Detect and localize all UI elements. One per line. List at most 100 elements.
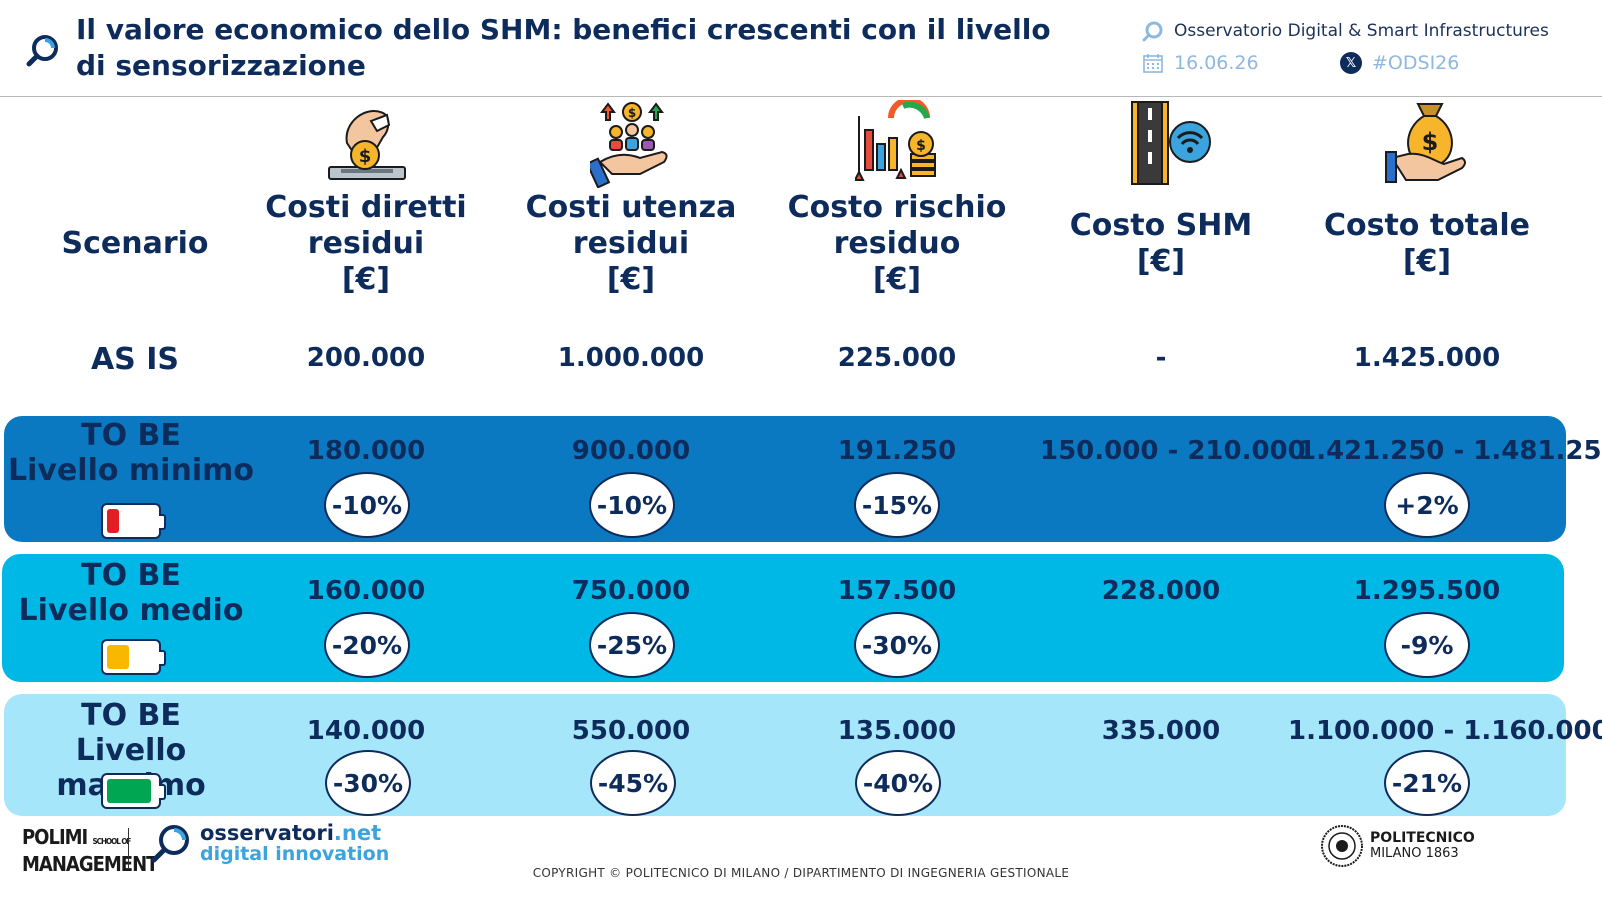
row-band-medium bbox=[2, 554, 1564, 682]
med-user-costs: 750.000 bbox=[571, 576, 691, 606]
direct-costs-header: Costi diretti residui [€] bbox=[246, 190, 486, 298]
pct-badge: -15% bbox=[854, 472, 940, 538]
politecnico-logo: POLITECNICO MILANO 1863 bbox=[1320, 824, 1475, 868]
min-total-cost: 1.421.250 - 1.481.250 bbox=[1298, 436, 1602, 466]
polimi-logo: POLIMI SCHOOL OF MANAGEMENT bbox=[22, 825, 158, 876]
politecnico-name: POLITECNICO bbox=[1370, 830, 1475, 846]
osservatori-magnifier-icon bbox=[151, 825, 189, 863]
min-direct-costs: 180.000 bbox=[306, 436, 426, 466]
header-line: residui bbox=[307, 226, 425, 261]
scenario-line: TO BE bbox=[81, 558, 181, 593]
hand-coin-icon: $ bbox=[328, 110, 406, 180]
pct-badge: -30% bbox=[854, 612, 940, 678]
min-shm-cost: 150.000 - 210.000 bbox=[1040, 436, 1306, 466]
hand-people-money-icon: $ bbox=[590, 102, 668, 188]
polimi-school-text: SCHOOL OF bbox=[92, 837, 132, 846]
max-total-cost: 1.100.000 - 1.160.000 bbox=[1288, 716, 1602, 746]
max-risk-cost: 135.000 bbox=[837, 716, 957, 746]
row-band-maximum bbox=[4, 694, 1566, 816]
med-shm-cost: 228.000 bbox=[1101, 576, 1221, 606]
pct-badge: -21% bbox=[1384, 750, 1470, 816]
max-user-costs: 550.000 bbox=[571, 716, 691, 746]
osservatori-logo: osservatori.net digital innovation bbox=[150, 822, 389, 864]
as-is-risk-cost: 225.000 bbox=[837, 343, 957, 373]
max-shm-cost: 335.000 bbox=[1101, 716, 1221, 746]
total-cost-header: Costo totale [€] bbox=[1306, 208, 1548, 280]
header-line: residui bbox=[572, 226, 690, 261]
polimi-text: POLIMI bbox=[22, 825, 88, 849]
x-logo-icon: 𝕏 bbox=[1340, 52, 1362, 74]
svg-text:$: $ bbox=[628, 106, 636, 120]
hashtag: 𝕏 #ODSI26 bbox=[1340, 52, 1459, 74]
svg-text:$: $ bbox=[916, 138, 926, 154]
header-line: [€] bbox=[606, 262, 656, 297]
header-line: Costo totale bbox=[1323, 208, 1531, 243]
copyright-notice: COPYRIGHT © POLITECNICO DI MILANO / DIPA… bbox=[532, 866, 1070, 880]
med-risk-cost: 157.500 bbox=[837, 576, 957, 606]
battery-full-icon bbox=[101, 773, 166, 809]
scenario-line: TO BE bbox=[81, 698, 181, 733]
event-date: 16.06.26 bbox=[1142, 52, 1259, 74]
money-bag-hand-icon: $ bbox=[1385, 103, 1466, 183]
header-line: Costo SHM bbox=[1069, 208, 1253, 243]
pct-badge: -20% bbox=[324, 612, 410, 678]
max-direct-costs: 140.000 bbox=[306, 716, 426, 746]
min-risk-cost: 191.250 bbox=[837, 436, 957, 466]
battery-low-icon bbox=[101, 503, 166, 539]
pct-badge: -30% bbox=[325, 750, 411, 816]
header-line: Costi utenza bbox=[525, 190, 737, 225]
magnifier-small-icon bbox=[1142, 21, 1163, 42]
header-line: [€] bbox=[872, 262, 922, 297]
scenario-line: TO BE bbox=[81, 418, 181, 453]
chart-risk-icon: $ bbox=[855, 100, 936, 181]
svg-text:$: $ bbox=[1422, 128, 1439, 156]
scenario-as-is: AS IS bbox=[90, 342, 180, 377]
header-line: residuo bbox=[833, 226, 961, 261]
scenario-minimum: TO BE Livello minimo bbox=[6, 418, 256, 488]
date-text: 16.06.26 bbox=[1174, 52, 1259, 74]
as-is-direct-costs: 200.000 bbox=[306, 343, 426, 373]
hashtag-text: #ODSI26 bbox=[1372, 52, 1460, 74]
med-total-cost: 1.295.500 bbox=[1353, 576, 1501, 606]
polimi-management-text: MANAGEMENT bbox=[22, 852, 158, 876]
scenario-header: Scenario bbox=[61, 226, 209, 261]
med-direct-costs: 160.000 bbox=[306, 576, 426, 606]
shm-cost-header: Costo SHM [€] bbox=[1040, 208, 1282, 280]
row-band-minimum bbox=[4, 416, 1566, 542]
user-costs-header: Costi utenza residui [€] bbox=[510, 190, 752, 298]
pct-badge: +2% bbox=[1384, 472, 1470, 538]
magnifier-logo-icon bbox=[26, 35, 58, 67]
header-line: Costo rischio bbox=[787, 190, 1007, 225]
min-user-costs: 900.000 bbox=[571, 436, 691, 466]
observatory-label: Osservatorio Digital & Smart Infrastruct… bbox=[1142, 20, 1549, 42]
battery-medium-icon bbox=[101, 639, 166, 675]
pct-badge: -10% bbox=[589, 472, 675, 538]
as-is-user-costs: 1.000.000 bbox=[557, 343, 705, 373]
pct-badge: -25% bbox=[589, 612, 675, 678]
osservatori-text: osservatori bbox=[200, 821, 334, 845]
as-is-total-cost: 1.425.000 bbox=[1353, 343, 1501, 373]
page-title: Il valore economico dello SHM: benefici … bbox=[76, 13, 1051, 82]
header-line: [€] bbox=[1136, 244, 1186, 279]
pct-badge: -10% bbox=[324, 472, 410, 538]
as-is-shm-cost: - bbox=[1155, 343, 1167, 373]
digital-innovation-text: digital innovation bbox=[200, 843, 390, 865]
scenario-medium: TO BE Livello medio bbox=[6, 558, 256, 628]
pct-badge: -45% bbox=[590, 750, 676, 816]
pct-badge: -9% bbox=[1384, 612, 1470, 678]
header-line: [€] bbox=[341, 262, 391, 297]
scenario-line: Livello minimo bbox=[8, 453, 254, 488]
header-line: [€] bbox=[1402, 244, 1452, 279]
observatory-name: Osservatorio Digital & Smart Infrastruct… bbox=[1174, 21, 1549, 41]
risk-cost-header: Costo rischio residuo [€] bbox=[776, 190, 1018, 298]
politecnico-seal-icon bbox=[1321, 825, 1363, 867]
politecnico-city: MILANO 1863 bbox=[1370, 846, 1459, 861]
header-line: Costi diretti bbox=[265, 190, 467, 225]
svg-text:$: $ bbox=[359, 146, 372, 167]
calendar-icon bbox=[1143, 54, 1163, 73]
osservatori-net-text: .net bbox=[333, 821, 382, 845]
footer-divider bbox=[128, 828, 129, 868]
road-wifi-icon bbox=[1131, 101, 1211, 185]
scenario-line: Livello medio bbox=[18, 593, 244, 628]
pct-badge: -40% bbox=[855, 750, 941, 816]
